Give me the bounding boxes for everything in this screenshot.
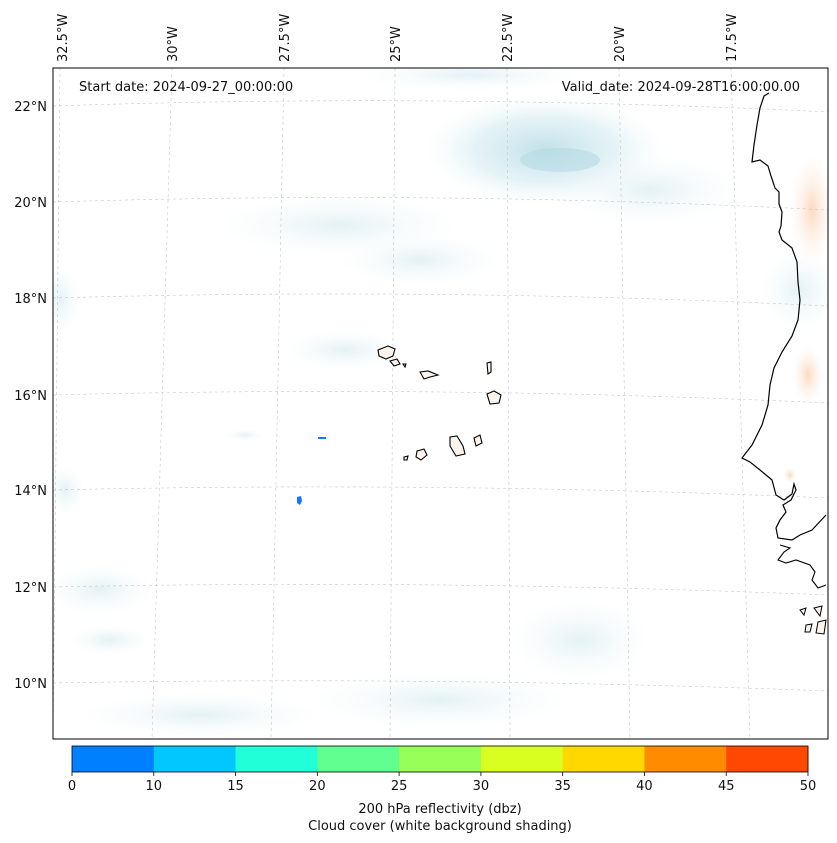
latitude-labels: 22°N 20°N 18°N 16°N 14°N 12°N 10°N	[14, 100, 47, 692]
lat-label-10n: 10°N	[14, 677, 47, 692]
island-maio	[473, 434, 483, 447]
valid-date-label: Valid_date: 2024-09-28T16:00:00.00	[562, 80, 800, 95]
reflectivity-echoes	[297, 437, 326, 505]
colorbar-label-cloud-cover: Cloud cover (white background shading)	[308, 819, 572, 834]
bijagos-islands	[799, 605, 827, 635]
warm-shading	[784, 155, 828, 483]
colorbar-tick-label: 45	[718, 779, 735, 794]
colorbar-tick-label: 10	[146, 779, 163, 794]
island-santiago	[449, 435, 466, 457]
colorbar-tick-label: 30	[473, 779, 490, 794]
island-santo-antao	[377, 345, 396, 360]
colorbar-tick-label: 15	[227, 779, 244, 794]
lat-label-18n: 18°N	[14, 292, 47, 307]
map-content	[53, 68, 828, 739]
island-sal	[486, 361, 492, 375]
cape-verde-islands	[377, 345, 502, 461]
longitude-labels: 32.5°W 30°W 27.5°W 25°W 22.5°W 20°W 17.5…	[56, 14, 740, 62]
colorbar-tick-label: 50	[800, 779, 817, 794]
island-brava	[403, 455, 409, 461]
colorbar-tick-label: 35	[554, 779, 571, 794]
colorbar	[72, 746, 809, 772]
lon-label-17-5w: 17.5°W	[725, 14, 740, 62]
colorbar-tick-label: 40	[636, 779, 653, 794]
colorbar-tick-label: 0	[68, 779, 76, 794]
colorbar-swatch	[153, 746, 237, 772]
lon-label-27-5w: 27.5°W	[278, 14, 293, 62]
lon-label-25w: 25°W	[389, 26, 404, 62]
lat-label-14n: 14°N	[14, 484, 47, 499]
cloud-cover-shading	[53, 68, 828, 737]
colorbar-tick-label: 25	[391, 779, 408, 794]
echo-small-2	[297, 496, 302, 505]
colorbar-swatch	[399, 746, 482, 772]
lat-label-16n: 16°N	[14, 389, 47, 404]
island-boa-vista	[486, 390, 502, 405]
colorbar-swatch	[317, 746, 400, 772]
colorbar-ticks: 0 10 15 20 25 30 35 40 45 50	[68, 772, 816, 794]
colorbar-swatch	[480, 746, 564, 772]
colorbar-swatch	[235, 746, 318, 772]
colorbar-swatch	[72, 746, 155, 772]
colorbar-tick-label: 20	[309, 779, 326, 794]
island-sao-nicolau	[419, 370, 440, 380]
lat-label-22n: 22°N	[14, 100, 47, 115]
colorbar-swatch	[562, 746, 645, 772]
lat-label-20n: 20°N	[14, 196, 47, 211]
map-frame	[52, 67, 829, 740]
colorbar-swatch	[726, 746, 809, 772]
lon-label-22-5w: 22.5°W	[501, 14, 516, 62]
african-coastline	[741, 92, 827, 541]
coastline-guinea-bissau	[777, 544, 827, 589]
lon-label-30w: 30°W	[166, 26, 181, 62]
colorbar-swatch	[644, 746, 727, 772]
island-santa-luzia	[401, 363, 407, 369]
island-fogo	[415, 448, 428, 461]
echo-small-1	[318, 437, 326, 439]
graticule	[53, 68, 828, 739]
lon-label-20w: 20°W	[613, 26, 628, 62]
lon-label-32-5w: 32.5°W	[56, 14, 71, 62]
island-sao-vicente	[389, 358, 401, 367]
start-date-label: Start date: 2024-09-27_00:00:00	[79, 80, 293, 95]
lat-label-12n: 12°N	[14, 581, 47, 596]
colorbar-label-reflectivity: 200 hPa reflectivity (dbz)	[358, 802, 521, 817]
colorbar-frame	[71, 745, 809, 773]
